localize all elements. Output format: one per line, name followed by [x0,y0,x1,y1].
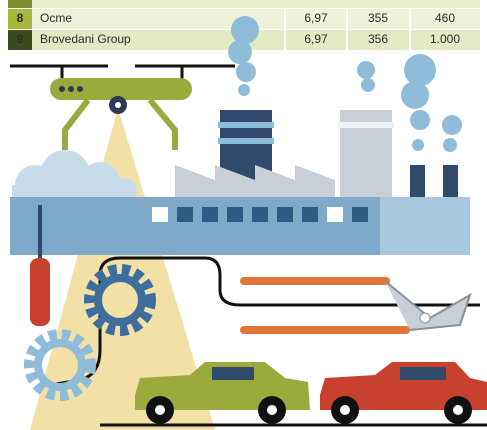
drone-light [59,86,65,92]
hub [155,405,165,415]
factory-wing [380,197,470,255]
rank: 8 [17,11,24,25]
illustration [10,16,487,430]
page: 8 Ocme 6,97 355 460 9 Brovedani Group 6,97 356 1.… [0,0,487,430]
factory-roof [175,165,335,200]
chimney-stripe [218,138,274,144]
hub [267,405,277,415]
car-window [212,367,254,380]
cell: 1.000 [430,32,460,46]
infographic: 8 Ocme 6,97 355 460 9 Brovedani Group 6,97 356 1.… [0,0,487,430]
factory-body [10,197,410,255]
chimney-stripe [218,122,274,128]
drone-light [68,86,74,92]
company-name: Ocme [40,11,72,25]
hub [453,405,463,415]
hub [340,405,350,415]
drone-camera-lens [115,102,121,108]
cell: 6,97 [304,11,328,25]
cell: 355 [368,11,388,25]
screwdriver-handle [30,258,50,326]
pliers-handle [240,277,390,285]
chimney-stripe [338,122,394,128]
pliers-handle [240,326,410,334]
cell: 6,97 [304,32,328,46]
rank-badge [8,0,32,8]
company-name: Brovedani Group [40,32,131,46]
screwdriver-shaft [38,205,42,260]
windows [152,207,368,222]
pliers-pivot [420,313,430,323]
cell: 460 [435,11,455,25]
car-window [400,367,446,380]
cell: 356 [368,32,388,46]
drone-light [77,86,83,92]
rank: 9 [17,32,24,46]
table-row-partial [8,0,480,8]
